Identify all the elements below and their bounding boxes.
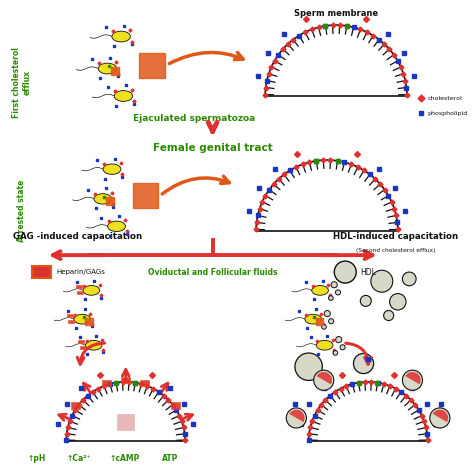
Text: GAG -induced capacitation: GAG -induced capacitation <box>13 232 142 241</box>
Text: First cholesterol
efflux: First cholesterol efflux <box>12 47 31 118</box>
FancyBboxPatch shape <box>102 380 111 386</box>
FancyBboxPatch shape <box>67 314 73 317</box>
Circle shape <box>340 345 345 350</box>
Ellipse shape <box>112 31 130 42</box>
FancyBboxPatch shape <box>78 340 84 343</box>
Wedge shape <box>433 410 448 422</box>
FancyBboxPatch shape <box>106 197 114 205</box>
FancyBboxPatch shape <box>133 183 158 208</box>
FancyBboxPatch shape <box>68 319 74 323</box>
FancyBboxPatch shape <box>140 380 149 386</box>
Circle shape <box>336 290 340 295</box>
FancyBboxPatch shape <box>121 377 130 383</box>
Text: Sperm membrane: Sperm membrane <box>294 9 378 18</box>
Text: Oviductal and Follicular fluids: Oviductal and Follicular fluids <box>148 267 277 276</box>
Text: ↑pH: ↑pH <box>27 454 46 463</box>
FancyBboxPatch shape <box>111 67 119 75</box>
Circle shape <box>324 310 330 317</box>
Wedge shape <box>405 372 421 384</box>
Text: (Second cholesterol efflux): (Second cholesterol efflux) <box>356 248 435 254</box>
FancyBboxPatch shape <box>80 346 85 349</box>
Circle shape <box>390 293 406 310</box>
Circle shape <box>402 370 422 390</box>
Circle shape <box>328 296 333 301</box>
Ellipse shape <box>108 221 126 231</box>
Ellipse shape <box>74 314 91 324</box>
Text: ↑cAMP: ↑cAMP <box>109 454 140 463</box>
Circle shape <box>371 270 393 292</box>
Text: phospholipid: phospholipid <box>428 111 468 116</box>
Circle shape <box>430 408 450 428</box>
Text: HDL-induced capacitation: HDL-induced capacitation <box>333 232 458 241</box>
Ellipse shape <box>98 63 117 74</box>
Text: HDL: HDL <box>360 267 376 276</box>
Text: cholesterol: cholesterol <box>428 96 462 101</box>
Circle shape <box>334 261 356 283</box>
Circle shape <box>383 310 394 320</box>
FancyBboxPatch shape <box>316 318 323 325</box>
Text: ATP: ATP <box>162 454 179 463</box>
Ellipse shape <box>316 340 333 350</box>
Ellipse shape <box>305 314 321 324</box>
FancyBboxPatch shape <box>118 414 134 430</box>
Text: Arrested state: Arrested state <box>17 179 26 242</box>
Circle shape <box>333 351 337 355</box>
Circle shape <box>322 325 326 329</box>
Text: ↑Ca²⁺: ↑Ca²⁺ <box>66 454 91 463</box>
Ellipse shape <box>85 340 102 350</box>
Ellipse shape <box>114 91 133 101</box>
FancyBboxPatch shape <box>32 266 51 278</box>
Text: Female genital tract: Female genital tract <box>153 143 273 153</box>
Ellipse shape <box>83 285 100 295</box>
Circle shape <box>295 353 322 381</box>
FancyBboxPatch shape <box>171 402 180 409</box>
Wedge shape <box>289 410 305 422</box>
Circle shape <box>328 319 334 324</box>
FancyBboxPatch shape <box>77 291 83 294</box>
Ellipse shape <box>94 194 112 204</box>
FancyBboxPatch shape <box>76 285 82 288</box>
Circle shape <box>336 337 342 343</box>
Circle shape <box>314 370 334 390</box>
Text: Ejaculated spermatozoa: Ejaculated spermatozoa <box>133 114 255 123</box>
Circle shape <box>354 354 374 374</box>
FancyBboxPatch shape <box>71 402 80 409</box>
Wedge shape <box>317 372 332 384</box>
Ellipse shape <box>103 164 121 174</box>
FancyBboxPatch shape <box>85 318 92 325</box>
Circle shape <box>360 295 371 306</box>
Circle shape <box>286 408 306 428</box>
FancyBboxPatch shape <box>139 53 164 78</box>
Circle shape <box>402 272 416 286</box>
Circle shape <box>331 282 337 288</box>
Ellipse shape <box>312 285 328 295</box>
Text: Heparin/GAGs: Heparin/GAGs <box>56 269 105 275</box>
